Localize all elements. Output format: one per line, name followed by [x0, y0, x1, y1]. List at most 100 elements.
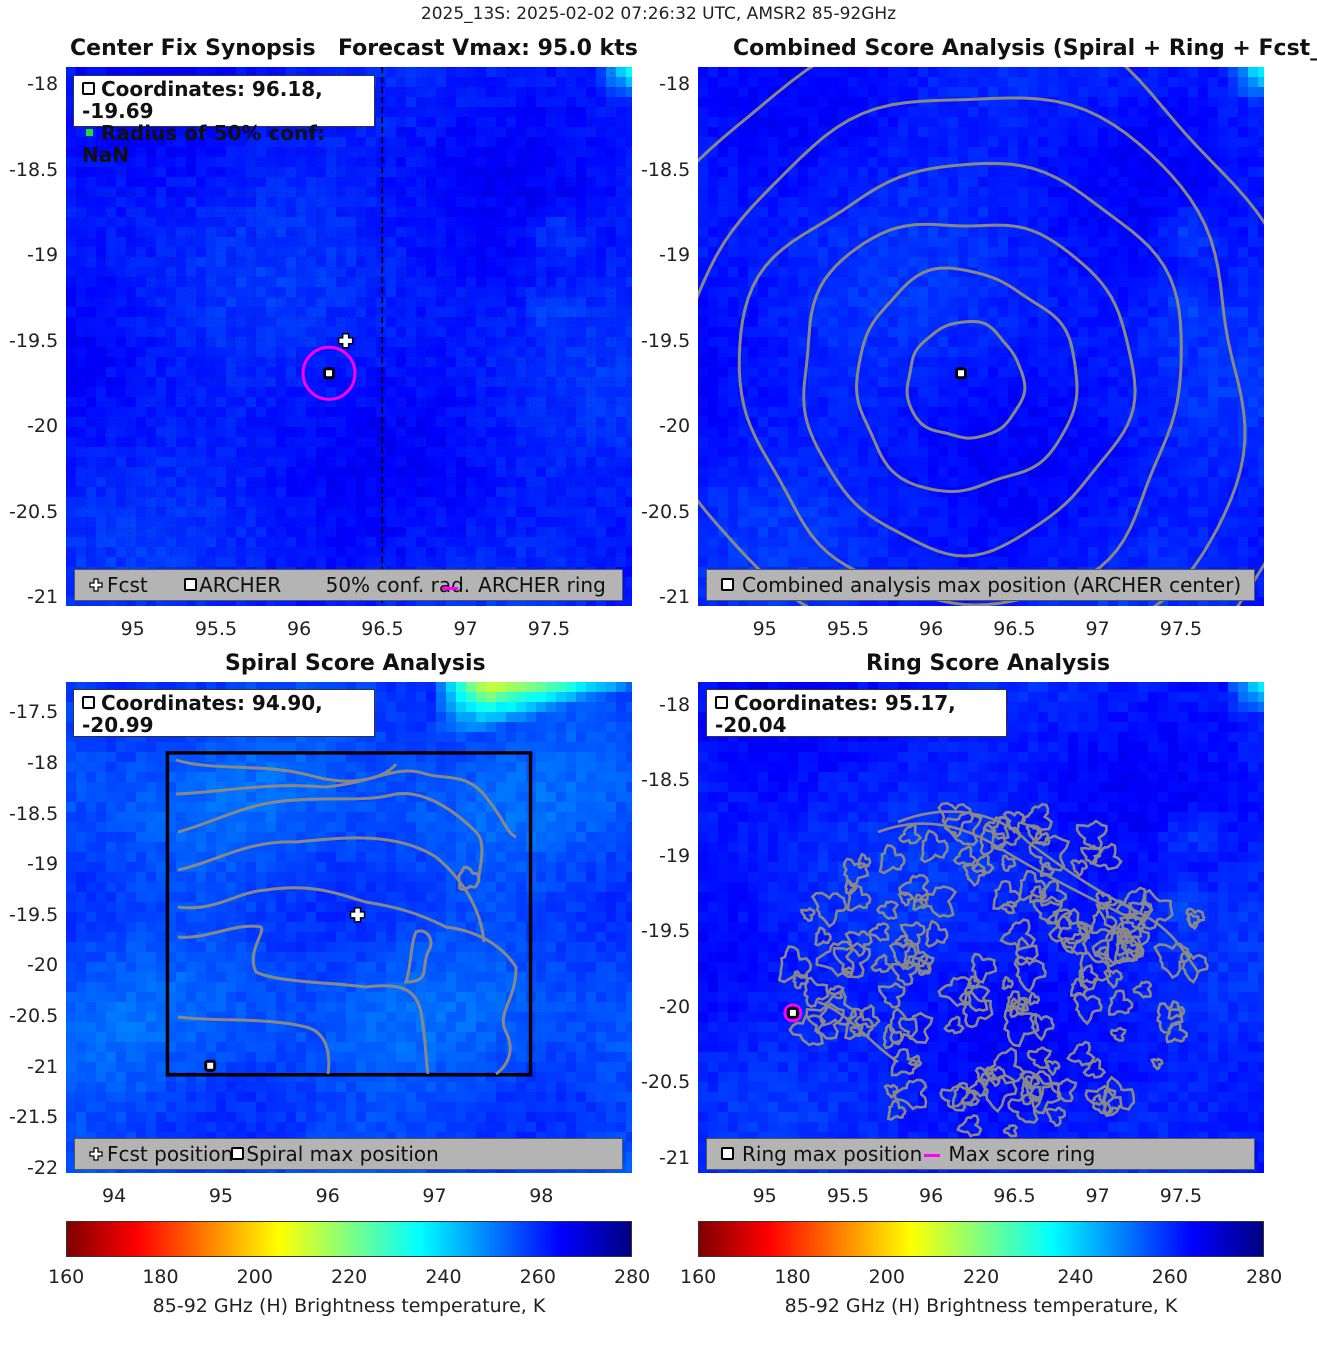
x-tick-label: 96.5 [993, 618, 1036, 640]
colorbar-tick-label: 280 [1246, 1266, 1283, 1288]
p4-contour-line [882, 1023, 904, 1050]
p4-contour-line [937, 801, 975, 840]
p2-legend-max: Combined analysis max position (ARCHER c… [721, 573, 1249, 597]
colorbar-left [66, 1221, 632, 1257]
p3-contour-line [177, 1015, 331, 1075]
p4-contour-line [1116, 926, 1151, 959]
p4-contour-line [924, 919, 949, 949]
p4-contour-line [1185, 907, 1206, 931]
p4-contour-line [1093, 946, 1110, 961]
brightness-field [66, 682, 632, 1173]
p4-contour-line [815, 940, 855, 978]
p4-contour-line [1002, 810, 1027, 834]
p4-contour-line [939, 1083, 971, 1112]
p1-archer-ring [301, 345, 357, 401]
p2-plot-area [698, 67, 1264, 606]
p3-legend-spiral: Spiral max position [231, 1142, 447, 1166]
p4-contour-line [1039, 861, 1055, 878]
x-tick-label: 97.5 [527, 618, 571, 640]
p4-contour-line [1082, 1057, 1107, 1079]
p4-contour-line [1179, 950, 1209, 984]
p4-legend-ring: Max score ring [920, 1142, 1103, 1166]
p4-title: Ring Score Analysis [866, 651, 1111, 676]
p4-contour-line [1072, 992, 1103, 1026]
p4-contour-line [1012, 996, 1030, 1013]
y-tick-label: -20.5 [641, 1071, 691, 1094]
colorbar-right-label: 85-92 GHz (H) Brightness temperature, K [784, 1295, 1178, 1317]
p2-legend: Combined analysis max position (ARCHER c… [706, 569, 1255, 601]
y-tick-label: -18 [659, 73, 691, 96]
x-tick-label: 96.5 [361, 618, 404, 640]
p1-info-box: Coordinates: 96.18, -19.69 Radius of 50%… [73, 75, 375, 166]
x-tick-label: 95.5 [826, 1185, 870, 1207]
p4-contour-line [1001, 854, 1017, 872]
colorbar-left-label: 85-92 GHz (H) Brightness temperature, K [152, 1295, 546, 1317]
p4-contour-line [1109, 1026, 1127, 1042]
x-tick-label: 95.5 [826, 618, 870, 640]
y-tick-label: -20 [27, 415, 59, 438]
colorbar-tick-label: 160 [48, 1266, 85, 1288]
p4-contour-line [1075, 819, 1108, 851]
p4-contour-line [844, 930, 873, 958]
p4-contour-line [1027, 991, 1041, 1006]
p4-contour-line [1095, 899, 1132, 934]
y-tick-label: -19 [659, 244, 691, 267]
y-tick-label: -18.5 [9, 158, 59, 181]
p4-contour-line [1069, 977, 1089, 997]
p2-contour-line [905, 319, 1027, 440]
x-tick-label: 96 [287, 618, 312, 640]
p4-contour-line [943, 1015, 965, 1035]
cross-icon [89, 1146, 103, 1161]
p3-info-coords: Coordinates: 94.90, -20.99 [82, 691, 323, 737]
p4-contour-line [1139, 888, 1174, 931]
p4-contour-line [890, 1047, 919, 1077]
p4-contours [777, 801, 1209, 1138]
colorbar-tick-label: 220 [963, 1266, 1000, 1288]
p4-contour-line [1007, 1092, 1043, 1124]
p4-contour-line [803, 976, 830, 1008]
p4-contour-line [956, 1114, 983, 1138]
p3-contours [175, 758, 518, 1076]
y-tick-label: -20 [659, 415, 691, 438]
p4-contour-line [842, 857, 869, 889]
p2-contour-line [698, 96, 1247, 606]
p4-contour-line [1078, 951, 1112, 991]
y-tick-label: -20 [27, 954, 59, 977]
p4-contour-line [958, 985, 991, 1013]
p4-contour-line [846, 884, 872, 912]
y-tick-label: -20.5 [641, 500, 691, 523]
x-tick-label: 97.5 [1159, 1185, 1203, 1207]
p4-contour-line [1044, 1106, 1066, 1128]
p4-contour-line [962, 862, 987, 888]
brightness-field [698, 67, 1264, 606]
p4-legend: Ring max position Max score ring [706, 1138, 1255, 1170]
p4-contour-line [817, 1000, 899, 1064]
p1-legend-conf: 50% conf. rad. [325, 573, 471, 597]
y-tick-label: -19.5 [9, 903, 59, 926]
brightness-field [698, 682, 1264, 1173]
p1-fcst-marker [337, 333, 354, 349]
p1-title-right: Forecast Vmax: 95.0 kts [338, 36, 638, 61]
x-tick-label: 96 [315, 1185, 340, 1207]
p4-contour-line [877, 981, 906, 1009]
p4-contour-line [1132, 980, 1153, 999]
p4-contour-line [1050, 1077, 1078, 1103]
p4-plot-area [698, 682, 1264, 1173]
p4-contour-line [888, 942, 918, 971]
x-tick-label: 97 [453, 618, 478, 640]
colorbar-tick-label: 180 [142, 1266, 179, 1288]
y-tick-label: -19.5 [641, 920, 691, 943]
p1-archer-marker [323, 367, 336, 380]
p4-contour-line [883, 1084, 899, 1099]
y-tick-label: -21.5 [9, 1106, 59, 1129]
colorbar-tick-label: 260 [1151, 1266, 1188, 1288]
y-tick-label: -20 [659, 995, 691, 1018]
p4-contour-line [968, 1078, 989, 1098]
p1-info-radius: Radius of 50% conf: NaN [82, 121, 325, 167]
p3-legend: Fcst position Spiral max position [74, 1138, 623, 1170]
p4-info-box: Coordinates: 95.17, -20.04 [706, 689, 1007, 737]
p4-ring-max-marker [786, 1006, 799, 1019]
p2-combined-max-marker [955, 367, 968, 380]
y-tick-label: -20.5 [9, 500, 59, 523]
p4-contour-line [890, 959, 919, 986]
